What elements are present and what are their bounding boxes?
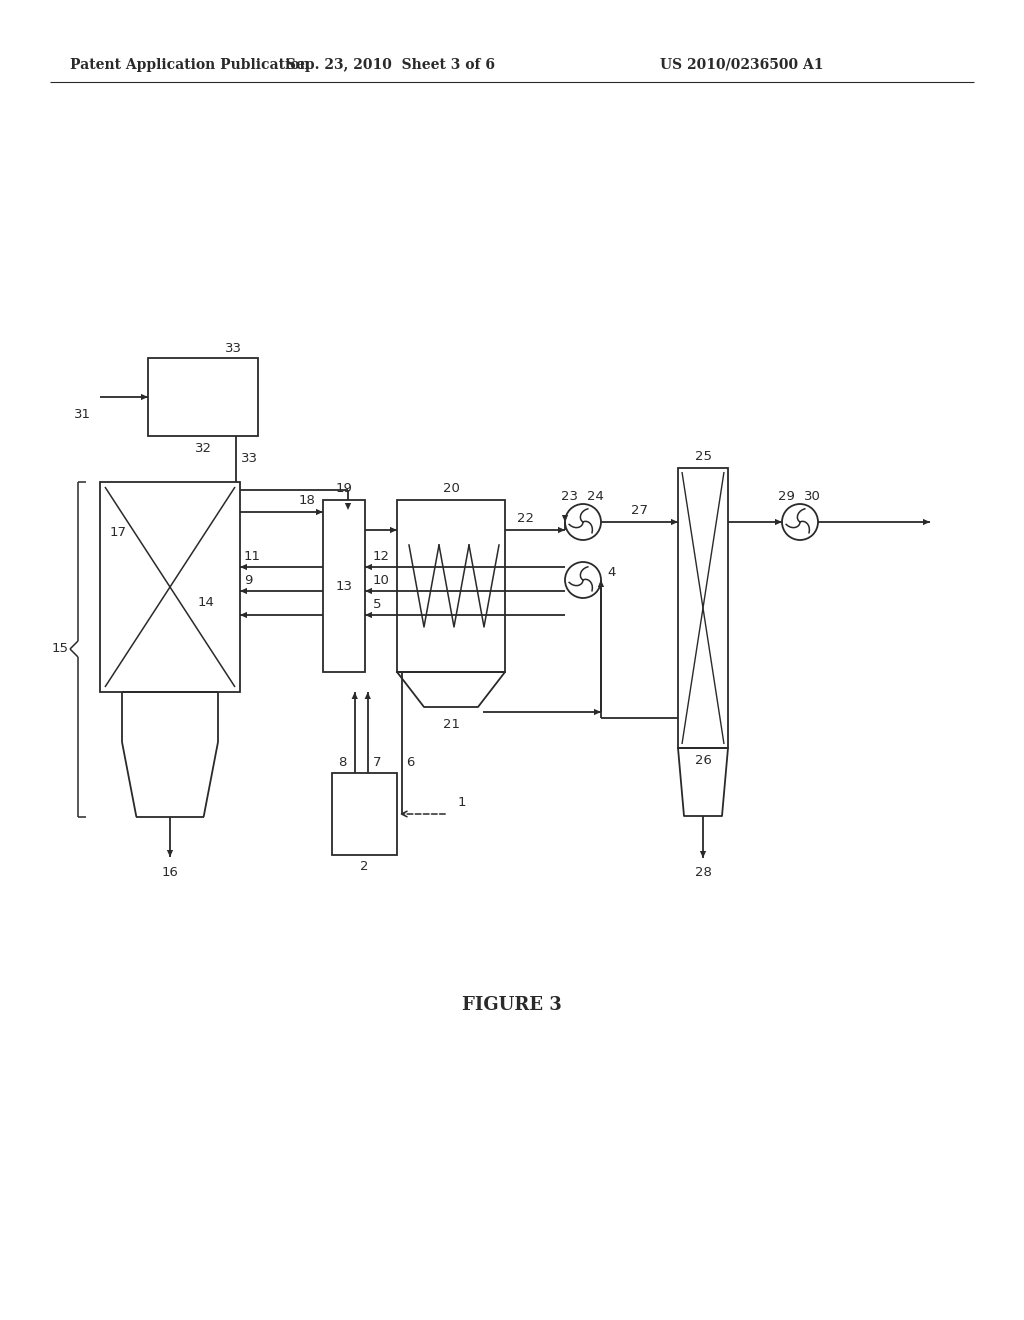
Polygon shape [562,515,568,521]
Text: 4: 4 [607,565,615,578]
Polygon shape [141,393,148,400]
Polygon shape [594,709,601,715]
Polygon shape [345,503,351,510]
Text: 1: 1 [458,796,467,808]
Text: 32: 32 [195,442,212,455]
Polygon shape [240,612,247,618]
Text: 26: 26 [694,754,712,767]
Text: US 2010/0236500 A1: US 2010/0236500 A1 [660,58,823,73]
Text: 30: 30 [804,491,820,503]
Bar [332,774,397,855]
Polygon shape [365,587,372,594]
Text: 8: 8 [338,756,347,770]
Text: 33: 33 [241,451,258,465]
Polygon shape [240,587,247,594]
Polygon shape [598,579,604,587]
Text: 29: 29 [777,491,795,503]
Text: 5: 5 [373,598,382,610]
Polygon shape [671,519,678,525]
Text: 15: 15 [51,643,69,656]
Text: 11: 11 [244,549,261,562]
Bar [323,500,365,672]
Text: FIGURE 3: FIGURE 3 [462,997,562,1014]
Polygon shape [365,692,371,700]
Polygon shape [240,564,247,570]
Bar [100,482,240,692]
Text: 10: 10 [373,573,390,586]
Text: 19: 19 [336,482,352,495]
Text: 23: 23 [560,491,578,503]
Text: 33: 33 [225,342,243,355]
Bar [678,469,728,748]
Text: 16: 16 [162,866,178,879]
Bar [397,500,505,672]
Text: 14: 14 [198,595,215,609]
Polygon shape [923,519,930,525]
Text: 27: 27 [631,503,647,516]
Polygon shape [167,850,173,857]
Text: Patent Application Publication: Patent Application Publication [70,58,309,73]
Text: 7: 7 [373,756,381,770]
Polygon shape [365,612,372,618]
Polygon shape [775,519,782,525]
Polygon shape [351,692,358,700]
Polygon shape [365,564,372,570]
Text: 12: 12 [373,549,390,562]
Polygon shape [699,851,707,858]
Text: 25: 25 [694,450,712,462]
Text: 17: 17 [110,525,127,539]
Text: 18: 18 [298,494,315,507]
Text: 9: 9 [244,573,252,586]
Bar [148,358,258,436]
Text: 21: 21 [442,718,460,730]
Text: 31: 31 [74,408,90,421]
Text: 22: 22 [517,511,534,524]
Text: 20: 20 [442,482,460,495]
Text: 2: 2 [359,861,369,874]
Polygon shape [558,527,565,533]
Polygon shape [390,527,397,533]
Text: Sep. 23, 2010  Sheet 3 of 6: Sep. 23, 2010 Sheet 3 of 6 [286,58,495,73]
Text: 13: 13 [336,579,352,593]
Text: 28: 28 [694,866,712,879]
Text: 6: 6 [406,756,415,770]
Polygon shape [316,508,323,515]
Text: 24: 24 [587,491,603,503]
